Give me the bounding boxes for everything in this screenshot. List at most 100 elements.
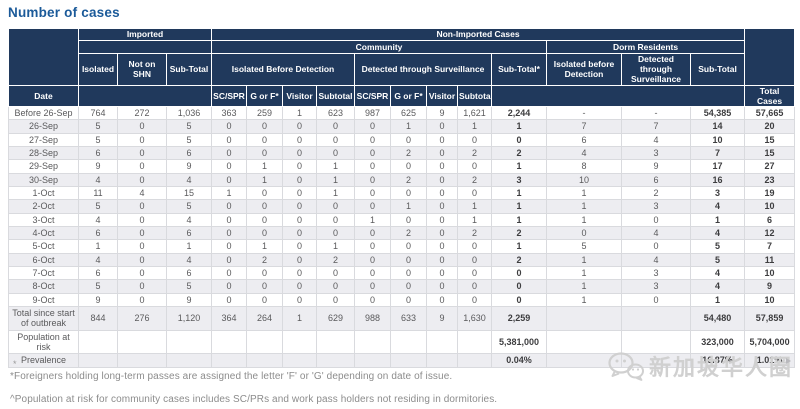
table-cell: 15 <box>166 185 212 201</box>
table-cell: 0 <box>426 119 458 134</box>
header-community: Community <box>211 40 547 54</box>
table-cell: 0 <box>390 279 427 294</box>
header-date: Date <box>8 84 79 107</box>
table-cell: 0 <box>246 292 283 308</box>
table-cell: 0 <box>457 185 492 201</box>
table-cell: 0 <box>354 226 391 241</box>
table-cell: 7 <box>744 239 796 254</box>
table-cell <box>282 353 317 368</box>
table-cell: 0 <box>117 292 167 308</box>
table-cell: 0 <box>621 212 691 228</box>
table-cell: 633 <box>390 306 427 331</box>
header-imported: Imported <box>78 28 212 41</box>
header-not-on-shn: Not on SHN <box>117 53 167 86</box>
table-cell: 2 <box>246 252 283 268</box>
table-cell: 5 <box>689 252 746 268</box>
table-cell: 625 <box>390 105 427 121</box>
table-cell: 9 <box>78 159 118 174</box>
table-cell: 3 <box>621 266 691 281</box>
table-row: 30-Sep 4 0 4 0 1 0 1 0 2 0 2 3 10 6 16 23 <box>8 172 796 188</box>
scroll-right-icon[interactable] <box>786 358 791 364</box>
row-label: 2-Oct <box>8 199 79 214</box>
table-cell: 5 <box>78 279 118 294</box>
table-row: 8-Oct 5 0 5 0 0 0 0 0 0 0 0 0 1 3 4 9 <box>8 279 796 294</box>
table-cell <box>78 329 118 355</box>
table-cell: 0 <box>211 199 247 214</box>
table-cell: 0 <box>211 132 247 147</box>
table-cell: 1 <box>491 119 547 134</box>
table-cell: 0 <box>491 279 547 294</box>
table-cell: 0 <box>354 132 391 147</box>
table-cell: 5 <box>166 119 212 134</box>
table-cell: 0 <box>390 185 427 201</box>
header-spacer-date <box>8 28 79 86</box>
row-label: 30-Sep <box>8 172 79 188</box>
table-cell: 4 <box>78 172 118 188</box>
cases-table: Imported Non-Imported Cases Community Do… <box>8 28 796 368</box>
table-cell: 0 <box>117 212 167 228</box>
table-cell: 16 <box>689 172 746 188</box>
table-cell: 5 <box>546 239 622 254</box>
table-cell: 1 <box>354 212 391 228</box>
table-header: Imported Non-Imported Cases Community Do… <box>8 28 796 107</box>
table-cell: 0 <box>426 132 458 147</box>
table-cell: 0 <box>426 252 458 268</box>
table-cell: 2 <box>491 145 547 161</box>
table-cell: 0 <box>316 199 355 214</box>
table-cell: 0 <box>246 185 283 201</box>
header-spacer-imported-bottom <box>78 84 212 107</box>
table-cell: 0 <box>117 266 167 281</box>
table-cell: 0 <box>316 212 355 228</box>
table-cell: 0 <box>316 119 355 134</box>
table-cell: 2,244 <box>491 105 547 121</box>
table-cell: 6 <box>166 145 212 161</box>
table-cell: 3 <box>689 185 746 201</box>
table-cell: 9 <box>426 306 458 331</box>
table-cell: 2 <box>390 145 427 161</box>
table-cell <box>246 329 283 355</box>
table-cell: 4 <box>621 226 691 241</box>
table-cell: 364 <box>211 306 247 331</box>
table-cell: 0 <box>282 185 317 201</box>
table-cell: 0 <box>457 239 492 254</box>
row-label: Population at risk <box>8 329 79 355</box>
table-cell: 0 <box>117 145 167 161</box>
table-cell: 54,480 <box>689 306 746 331</box>
table-cell: 988 <box>354 306 391 331</box>
table-cell: 0 <box>316 279 355 294</box>
table-cell: 0 <box>354 145 391 161</box>
table-cell: 0 <box>457 159 492 174</box>
table-cell: 1 <box>78 239 118 254</box>
table-cell <box>390 353 427 368</box>
table-cell: 1 <box>546 185 622 201</box>
table-cell: 0 <box>426 159 458 174</box>
table-cell: 0 <box>426 266 458 281</box>
row-label: 4-Oct <box>8 226 79 241</box>
table-cell: 0 <box>246 279 283 294</box>
table-cell: 4 <box>689 266 746 281</box>
table-cell: 1 <box>491 185 547 201</box>
table-cell: 0 <box>390 292 427 308</box>
table-cell: 0 <box>316 266 355 281</box>
table-cell: 14 <box>689 119 746 134</box>
table-cell: 0 <box>426 212 458 228</box>
table-cell: 1 <box>546 279 622 294</box>
table-row: 5-Oct 1 0 1 0 1 0 1 0 0 0 0 1 5 0 5 7 <box>8 239 796 254</box>
table-cell: 9 <box>744 279 796 294</box>
table-cell: 0 <box>621 239 691 254</box>
header-sc-spr-2: SC/SPR <box>354 84 391 107</box>
table-cell: 5 <box>78 132 118 147</box>
table-cell: 0 <box>282 159 317 174</box>
table-cell: 0 <box>316 292 355 308</box>
header-dorm-detected-through-surveillance: Detected through Surveillance <box>621 53 691 86</box>
table-cell: 2 <box>621 185 691 201</box>
table-cell <box>354 329 391 355</box>
table-row: 9-Oct 9 0 9 0 0 0 0 0 0 0 0 0 1 0 1 10 <box>8 292 796 308</box>
table-cell: 0 <box>117 172 167 188</box>
table-cell: 259 <box>246 105 283 121</box>
table-cell: 0 <box>390 252 427 268</box>
table-cell: 0 <box>246 212 283 228</box>
table-cell: 0 <box>211 145 247 161</box>
table-row: Prevalence 0.04% 16.87% 1.01% <box>8 353 796 368</box>
table-cell: 4 <box>546 145 622 161</box>
